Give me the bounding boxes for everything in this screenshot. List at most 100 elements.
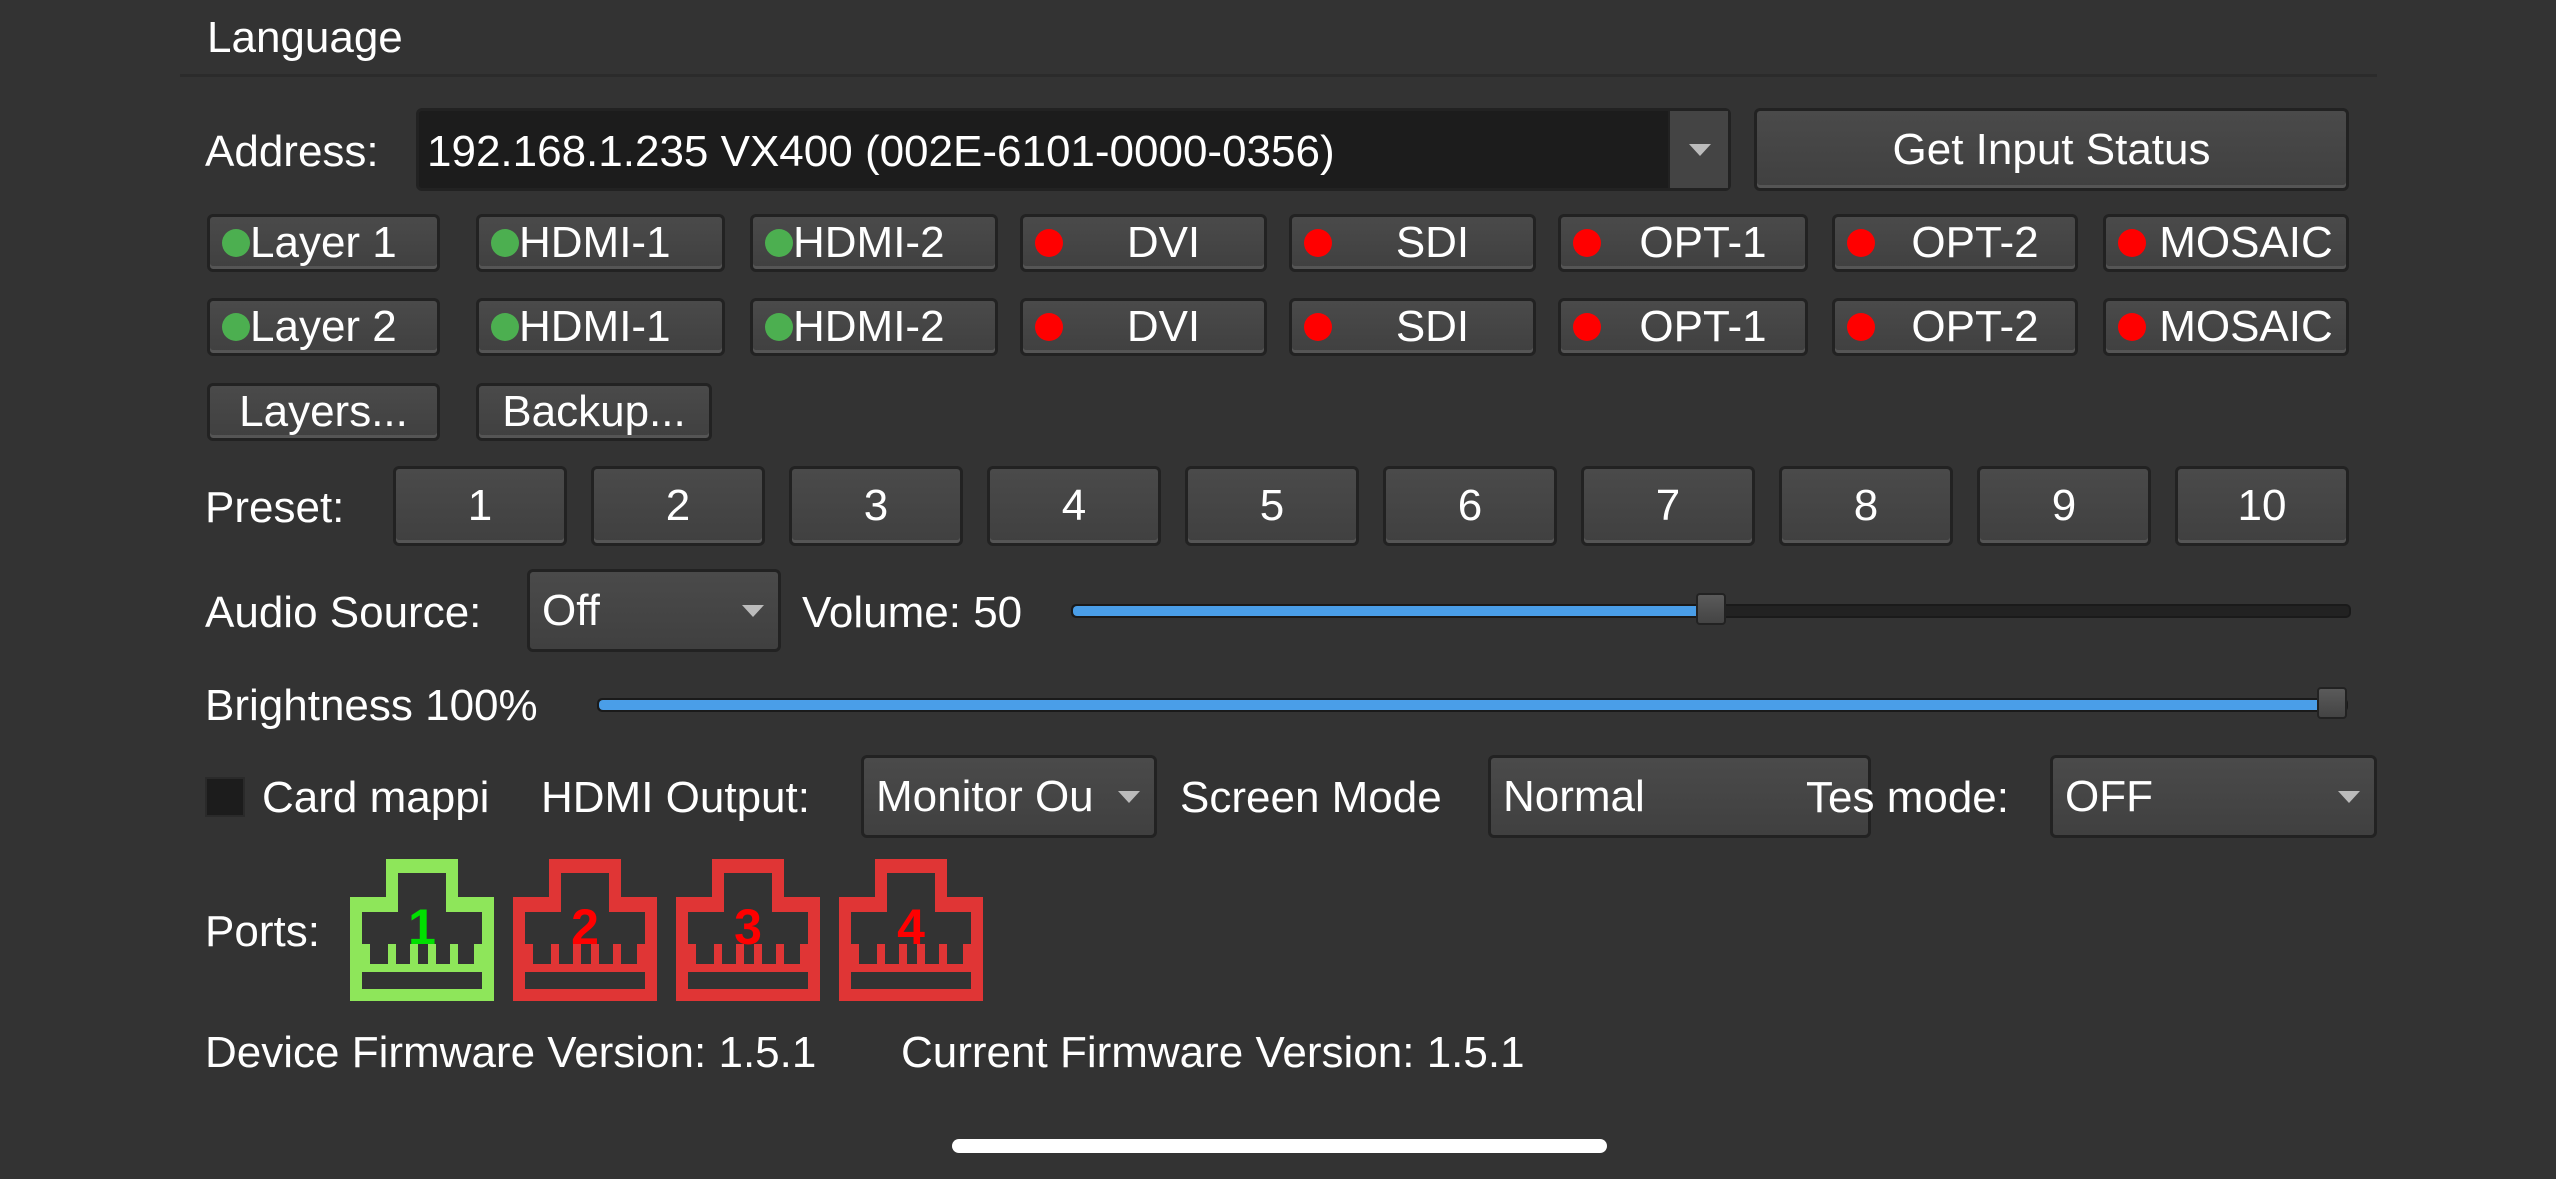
status-dot-icon [222, 313, 250, 341]
backup-button[interactable]: Backup... [476, 383, 712, 441]
status-dot-icon [1304, 229, 1332, 257]
address-value: 192.168.1.235 VX400 (002E-6101-0000-0356… [427, 127, 1335, 176]
brightness-slider-fill [599, 700, 2346, 710]
address-combobox[interactable]: 192.168.1.235 VX400 (002E-6101-0000-0356… [416, 108, 1731, 191]
ethernet-port-icon: 3 [676, 859, 820, 1001]
button-label: HDMI-2 [793, 218, 945, 267]
preset-button-6[interactable]: 6 [1383, 466, 1557, 546]
hdmi-output-label: HDMI Output: [541, 773, 810, 822]
preset-button-9[interactable]: 9 [1977, 466, 2151, 546]
source-button-mosaic[interactable]: MOSAIC [2103, 298, 2349, 356]
status-dot-icon [2118, 313, 2146, 341]
audio-source-select[interactable]: Off [527, 569, 781, 652]
button-label: OPT-1 [1639, 218, 1767, 267]
test-mode-value: OFF [2065, 771, 2153, 821]
address-dropdown-button[interactable] [1668, 111, 1728, 188]
screen-mode-label: Screen Mode [1180, 773, 1442, 822]
ethernet-port-icon: 4 [839, 859, 983, 1001]
source-button-sdi[interactable]: SDI [1289, 298, 1536, 356]
status-dot-icon [1573, 229, 1601, 257]
button-label: MOSAIC [2159, 218, 2333, 267]
status-dot-icon [1847, 313, 1875, 341]
address-label: Address: [205, 127, 379, 176]
button-label: Layer 2 [250, 302, 397, 351]
button-label: MOSAIC [2159, 302, 2333, 351]
button-label: Layer 1 [250, 218, 397, 267]
current-firmware-version: Current Firmware Version: 1.5.1 [901, 1028, 1525, 1077]
status-dot-icon [1304, 313, 1332, 341]
audio-source-label: Audio Source: [205, 588, 482, 637]
status-dot-icon [765, 313, 793, 341]
status-dot-icon [1847, 229, 1875, 257]
button-label: HDMI-1 [519, 302, 671, 351]
status-dot-icon [2118, 229, 2146, 257]
layers-button[interactable]: Layers... [207, 383, 440, 441]
audio-source-value: Off [542, 585, 600, 635]
source-button-sdi[interactable]: SDI [1289, 214, 1536, 272]
status-dot-icon [491, 229, 519, 257]
button-label: HDMI-1 [519, 218, 671, 267]
hdmi-output-select[interactable]: Monitor Ou [861, 755, 1157, 838]
volume-slider[interactable] [1071, 593, 2351, 625]
preset-button-2[interactable]: 2 [591, 466, 765, 546]
preset-button-4[interactable]: 4 [987, 466, 1161, 546]
ports-label: Ports: [205, 907, 320, 956]
source-button-hdmi-1[interactable]: HDMI-1 [476, 214, 725, 272]
hdmi-output-value: Monitor Ou [876, 771, 1094, 821]
get-input-status-button[interactable]: Get Input Status [1754, 108, 2349, 191]
test-mode-label: Tes mode: [1806, 773, 2009, 822]
preset-label: Preset: [205, 483, 345, 532]
source-button-dvi[interactable]: DVI [1020, 298, 1267, 356]
home-indicator[interactable] [952, 1139, 1607, 1153]
brightness-label: Brightness 100% [205, 681, 538, 730]
language-label[interactable]: Language [207, 13, 403, 62]
layer-button[interactable]: Layer 1 [207, 214, 440, 272]
preset-button-3[interactable]: 3 [789, 466, 963, 546]
port-number: 1 [408, 899, 436, 955]
source-button-hdmi-2[interactable]: HDMI-2 [750, 298, 998, 356]
volume-slider-handle[interactable] [1696, 593, 1726, 625]
button-label: DVI [1126, 302, 1201, 351]
port-number: 4 [897, 899, 925, 955]
source-button-mosaic[interactable]: MOSAIC [2103, 214, 2349, 272]
chevron-down-icon [1689, 143, 1711, 156]
volume-slider-fill [1073, 606, 1711, 616]
preset-button-5[interactable]: 5 [1185, 466, 1359, 546]
port-number: 2 [571, 899, 599, 955]
chevron-down-icon [1118, 790, 1140, 803]
status-dot-icon [1035, 229, 1063, 257]
status-dot-icon [1035, 313, 1063, 341]
source-button-dvi[interactable]: DVI [1020, 214, 1267, 272]
button-label: HDMI-2 [793, 302, 945, 351]
preset-button-7[interactable]: 7 [1581, 466, 1755, 546]
preset-button-8[interactable]: 8 [1779, 466, 1953, 546]
screen-mode-select[interactable]: Normal [1488, 755, 1871, 838]
layer-button[interactable]: Layer 2 [207, 298, 440, 356]
button-label: SDI [1395, 218, 1470, 267]
ethernet-port-icon: 2 [513, 859, 657, 1001]
source-button-hdmi-1[interactable]: HDMI-1 [476, 298, 725, 356]
button-label: OPT-1 [1639, 302, 1767, 351]
volume-label: Volume: 50 [802, 588, 1023, 637]
brightness-slider[interactable] [597, 687, 2348, 719]
test-mode-select[interactable]: OFF [2050, 755, 2377, 838]
card-mapping-label[interactable]: Card mappi [262, 776, 490, 820]
device-firmware-version: Device Firmware Version: 1.5.1 [205, 1028, 817, 1077]
port-number: 3 [734, 899, 762, 955]
button-label: OPT-2 [1911, 302, 2039, 351]
preset-button-10[interactable]: 10 [2175, 466, 2349, 546]
button-label: SDI [1395, 302, 1470, 351]
source-button-opt-1[interactable]: OPT-1 [1558, 214, 1808, 272]
preset-button-1[interactable]: 1 [393, 466, 567, 546]
status-dot-icon [765, 229, 793, 257]
card-mapping-checkbox[interactable] [205, 777, 245, 817]
source-button-opt-1[interactable]: OPT-1 [1558, 298, 1808, 356]
source-button-opt-2[interactable]: OPT-2 [1832, 298, 2078, 356]
source-button-opt-2[interactable]: OPT-2 [1832, 214, 2078, 272]
button-label: DVI [1126, 218, 1201, 267]
chevron-down-icon [742, 604, 764, 617]
source-button-hdmi-2[interactable]: HDMI-2 [750, 214, 998, 272]
separator [180, 74, 2377, 77]
status-dot-icon [491, 313, 519, 341]
brightness-slider-handle[interactable] [2317, 687, 2347, 719]
